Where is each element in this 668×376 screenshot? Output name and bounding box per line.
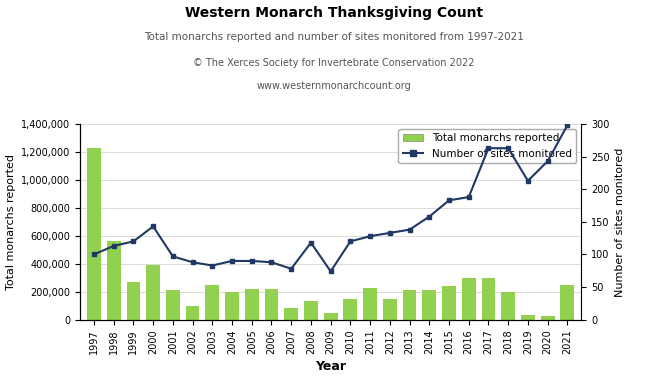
Bar	[482, 278, 496, 320]
Text: Western Monarch Thanksgiving Count: Western Monarch Thanksgiving Count	[185, 6, 483, 20]
Bar	[245, 289, 259, 320]
Bar	[343, 299, 357, 320]
Bar	[186, 306, 200, 320]
Number of sites monitored	[563, 123, 571, 127]
Number of sites monitored	[110, 244, 118, 248]
Number of sites monitored	[524, 179, 532, 183]
Bar	[560, 285, 574, 320]
X-axis label: Year: Year	[315, 359, 346, 373]
Bar	[87, 148, 101, 320]
Number of sites monitored	[228, 259, 236, 263]
Bar	[166, 290, 180, 320]
Bar	[383, 299, 397, 320]
Text: Total monarchs reported and number of sites monitored from 1997-2021: Total monarchs reported and number of si…	[144, 32, 524, 42]
Bar	[206, 285, 219, 320]
Legend: Total monarchs reported, Number of sites monitored: Total monarchs reported, Number of sites…	[398, 129, 576, 163]
Number of sites monitored	[267, 260, 275, 264]
Text: © The Xerces Society for Invertebrate Conservation 2022: © The Xerces Society for Invertebrate Co…	[193, 58, 475, 68]
Number of sites monitored	[405, 227, 413, 232]
Number of sites monitored	[484, 146, 492, 150]
Bar	[324, 312, 337, 320]
Line: Number of sites monitored: Number of sites monitored	[92, 123, 570, 274]
Text: www.westernmonarchcount.org: www.westernmonarchcount.org	[257, 81, 411, 91]
Number of sites monitored	[386, 230, 394, 235]
Number of sites monitored	[287, 267, 295, 271]
Bar	[107, 241, 121, 320]
Number of sites monitored	[366, 234, 374, 238]
Bar	[285, 308, 298, 320]
Bar	[462, 278, 476, 320]
Number of sites monitored	[208, 263, 216, 268]
Number of sites monitored	[248, 259, 256, 263]
Number of sites monitored	[188, 260, 196, 264]
Bar	[126, 282, 140, 320]
Number of sites monitored	[426, 214, 434, 219]
Bar	[540, 316, 554, 320]
Number of sites monitored	[347, 239, 355, 244]
Bar	[146, 265, 160, 320]
Number of sites monitored	[504, 146, 512, 150]
Number of sites monitored	[544, 159, 552, 164]
Number of sites monitored	[130, 239, 138, 244]
Number of sites monitored	[465, 195, 473, 199]
Bar	[225, 292, 239, 320]
Bar	[265, 289, 279, 320]
Bar	[403, 290, 416, 320]
Number of sites monitored	[169, 254, 177, 259]
Bar	[422, 290, 436, 320]
Bar	[363, 288, 377, 320]
Number of sites monitored	[327, 269, 335, 274]
Y-axis label: Number of sites monitored: Number of sites monitored	[615, 147, 625, 297]
Bar	[442, 286, 456, 320]
Y-axis label: Total monarchs reported: Total monarchs reported	[5, 154, 15, 290]
Bar	[501, 293, 515, 320]
Number of sites monitored	[149, 224, 157, 229]
Bar	[304, 302, 318, 320]
Bar	[521, 315, 535, 320]
Number of sites monitored	[445, 198, 453, 203]
Number of sites monitored	[90, 252, 98, 257]
Number of sites monitored	[307, 240, 315, 245]
